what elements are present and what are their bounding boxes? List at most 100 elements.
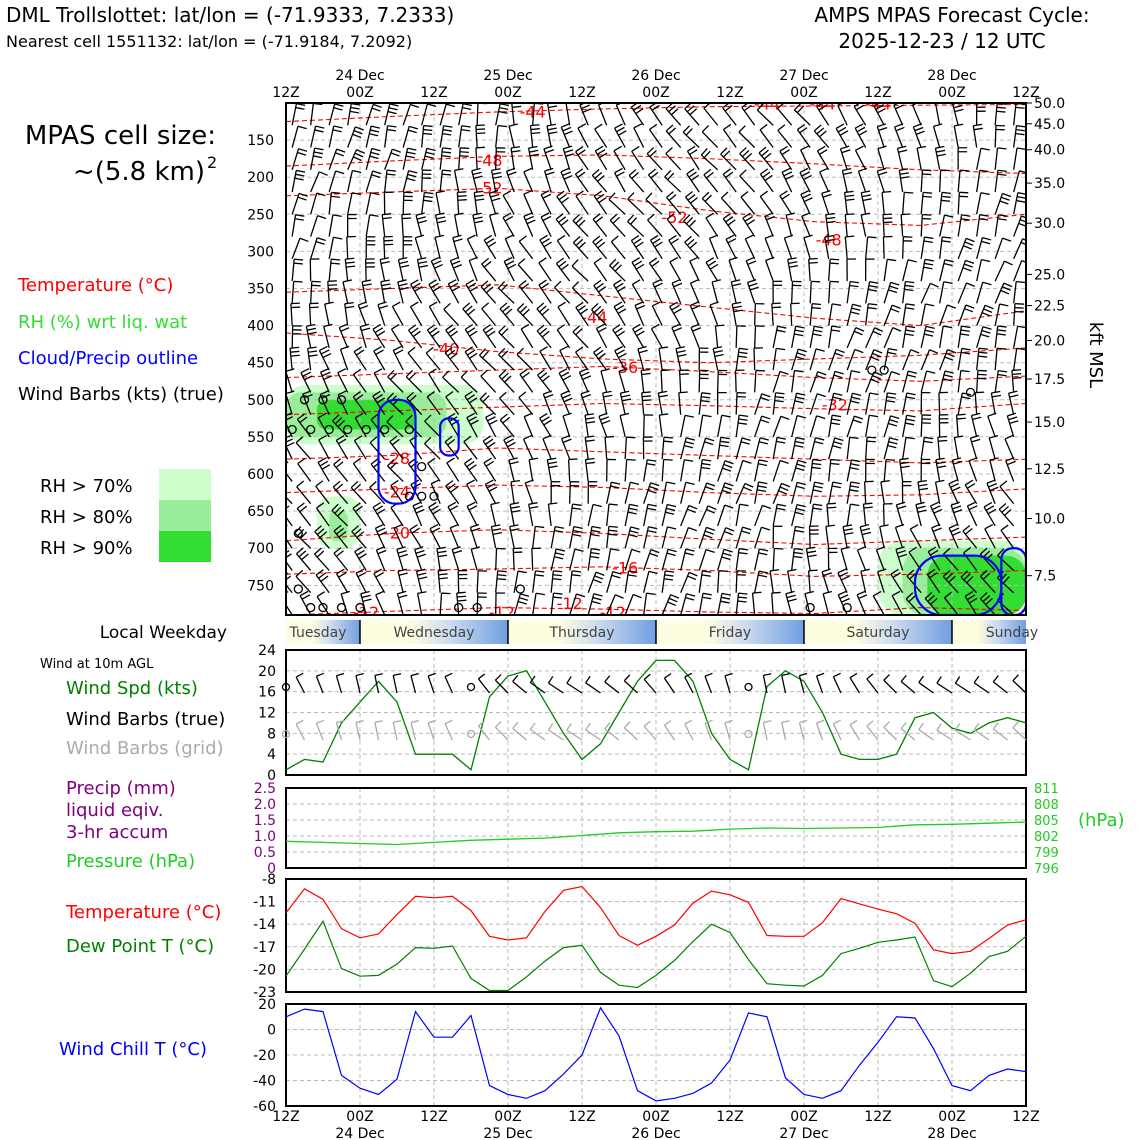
wind-barb-flag (621, 398, 632, 402)
wind-barb (765, 260, 774, 282)
wind-barb (781, 171, 793, 193)
wind-barb-flag (376, 508, 386, 515)
wind-barb-flag (775, 392, 785, 395)
wind-barb-flag (941, 191, 951, 195)
wind-barb-flag (997, 329, 1007, 332)
wind-barb-flag (961, 347, 971, 351)
wind-barb (1013, 215, 1023, 237)
wind-barb-flag (628, 169, 637, 176)
wind-barb (310, 103, 314, 126)
wind-barb-flag (510, 502, 520, 505)
wind-barb-flag (961, 351, 971, 355)
wind-barb-flag (889, 419, 899, 423)
wind-barb-flag (1009, 394, 1019, 398)
wind-barb-flag (380, 279, 390, 283)
wind-barb-flag (649, 123, 658, 131)
wind-barb-flag (505, 234, 514, 240)
wind-barb-flag (904, 288, 914, 292)
wind-barb-flag (948, 575, 956, 583)
wind-barb-flag (334, 103, 344, 107)
wind-barb-flag (868, 284, 878, 288)
wind-barb (373, 350, 386, 371)
wind-barb-flag (954, 123, 964, 127)
wind-barb (957, 260, 967, 282)
wind-barb-flag (924, 262, 934, 266)
wind-barb-flag (389, 461, 398, 470)
wind-barb (854, 149, 867, 171)
wind-barb-flag (389, 372, 398, 381)
wind-barb (772, 348, 777, 371)
nearest-cell-subtitle: Nearest cell 1551132: lat/lon = (-71.918… (6, 32, 412, 51)
wind-barb-flag (594, 123, 603, 130)
wind-barb-flag (355, 568, 365, 574)
wind-barb (608, 198, 626, 215)
wind-barb-flag (446, 103, 456, 108)
wind-barb (606, 548, 612, 571)
wind-barb (934, 481, 941, 504)
wind-barb-flag (611, 481, 621, 485)
upper-wind-barbs (286, 103, 1026, 615)
wind-barb-flag (951, 486, 961, 492)
wind-barb (785, 215, 793, 237)
wind-barb-flag (356, 149, 365, 154)
wind-barb-flag (486, 482, 496, 489)
wind-barb-flag (451, 419, 460, 426)
panel-frame (285, 1003, 1027, 1107)
wind-barb-flag (812, 303, 822, 306)
wind-barb-flag (813, 124, 822, 132)
wind-barb-flag (408, 170, 418, 174)
wind-barb-flag (795, 525, 805, 529)
wind-barb-flag (725, 171, 734, 178)
wind-barb-flag (376, 546, 386, 551)
wind-barb-flag (722, 150, 731, 158)
wind-barb (310, 192, 318, 215)
wind-barb-flag (562, 126, 572, 132)
wind-barb-flag (558, 260, 567, 268)
wind-barb (528, 459, 534, 482)
wind-barb-flag (565, 153, 575, 157)
wind-barb (401, 214, 404, 237)
wind-barb-flag (901, 213, 911, 216)
wind-barb (439, 170, 443, 193)
wind-barb-flag (360, 323, 370, 328)
wind-barb-flag (922, 169, 932, 172)
wind-barb-flag (354, 152, 364, 158)
wind-barb-flag (936, 153, 946, 157)
wind-barb (772, 371, 781, 393)
wind-barb-flag (540, 282, 549, 289)
wind-barb-flag (925, 325, 935, 329)
surface-wind-barb-flag (566, 676, 572, 684)
wind-barb-flag (745, 234, 754, 240)
wind-barb (508, 125, 515, 148)
wind-barb-flag (405, 414, 413, 423)
wind-barb (828, 303, 833, 326)
wind-barb (932, 126, 941, 148)
wind-barb (352, 463, 367, 482)
wind-barb-flag (316, 237, 326, 242)
wind-barb-flag (499, 391, 507, 399)
wind-barb (439, 125, 445, 148)
wind-barb (369, 442, 386, 460)
surface-wind-barb (936, 682, 953, 694)
wind-barb-flag (543, 419, 552, 426)
wind-barb (328, 259, 332, 282)
surface-wind-barb-flag (336, 719, 345, 724)
weekday-segment (508, 620, 656, 644)
weekday-segment (286, 620, 360, 644)
wind-barb-flag (863, 506, 873, 509)
contour-label: -48 (816, 230, 842, 249)
wind-barb (989, 459, 996, 482)
wind-barb-flag (953, 509, 963, 514)
wind-barb-flag (345, 305, 355, 309)
wind-barb (680, 527, 689, 549)
wind-barb-flag (897, 505, 907, 510)
wind-barb-flag (742, 459, 752, 464)
wind-barb-flag (466, 412, 476, 419)
wind-barb-flag (491, 197, 501, 202)
wind-barb-flag (829, 280, 839, 283)
contour-label: -44 (581, 308, 607, 327)
wind-barb-flag (481, 257, 490, 265)
wind-barb-flag (650, 234, 659, 241)
wind-barb-flag (1015, 132, 1025, 136)
